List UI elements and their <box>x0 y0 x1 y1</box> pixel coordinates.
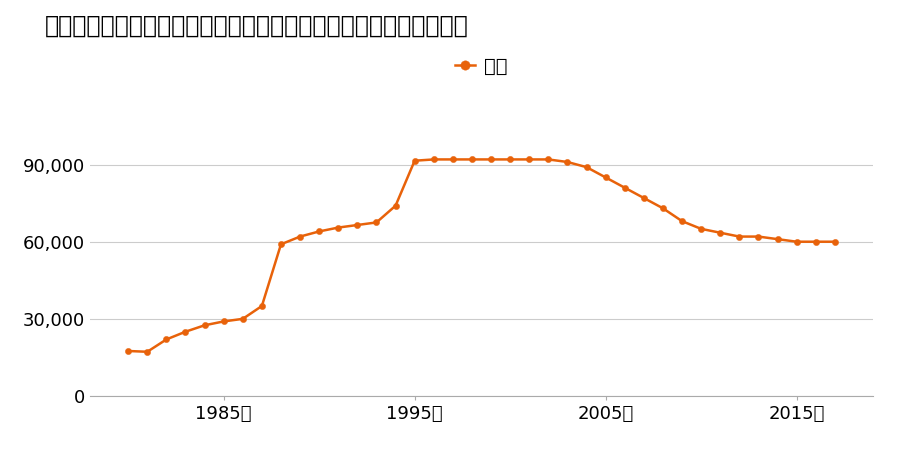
価格 <box>830 239 841 244</box>
価格 <box>219 319 230 324</box>
価格 <box>199 323 210 328</box>
価格 <box>256 303 267 309</box>
価格 <box>161 337 172 342</box>
Text: 福岡県北九州市小倉南区大字蒲生字エリ川原７５１番３の地価推移: 福岡県北九州市小倉南区大字蒲生字エリ川原７５１番３の地価推移 <box>45 14 469 37</box>
価格 <box>753 234 764 239</box>
価格 <box>658 206 669 211</box>
価格 <box>772 236 783 242</box>
価格 <box>333 225 344 230</box>
価格 <box>600 175 611 180</box>
価格 <box>447 157 458 162</box>
価格 <box>638 195 649 201</box>
価格 <box>715 230 725 235</box>
価格 <box>524 157 535 162</box>
価格 <box>734 234 744 239</box>
Legend: 価格: 価格 <box>447 50 516 84</box>
価格 <box>543 157 553 162</box>
価格 <box>410 158 420 163</box>
価格 <box>142 349 153 355</box>
価格 <box>180 329 191 334</box>
価格 <box>505 157 516 162</box>
価格 <box>428 157 439 162</box>
価格 <box>677 218 688 224</box>
Line: 価格: 価格 <box>125 156 838 355</box>
価格 <box>391 203 401 208</box>
価格 <box>696 226 706 232</box>
価格 <box>466 157 477 162</box>
価格 <box>314 229 325 234</box>
価格 <box>581 164 592 170</box>
価格 <box>810 239 821 244</box>
価格 <box>619 185 630 190</box>
価格 <box>294 234 305 239</box>
価格 <box>371 220 382 225</box>
価格 <box>791 239 802 244</box>
価格 <box>352 222 363 228</box>
価格 <box>238 316 248 322</box>
価格 <box>562 159 572 165</box>
価格 <box>486 157 497 162</box>
価格 <box>275 242 286 247</box>
価格 <box>122 348 133 354</box>
